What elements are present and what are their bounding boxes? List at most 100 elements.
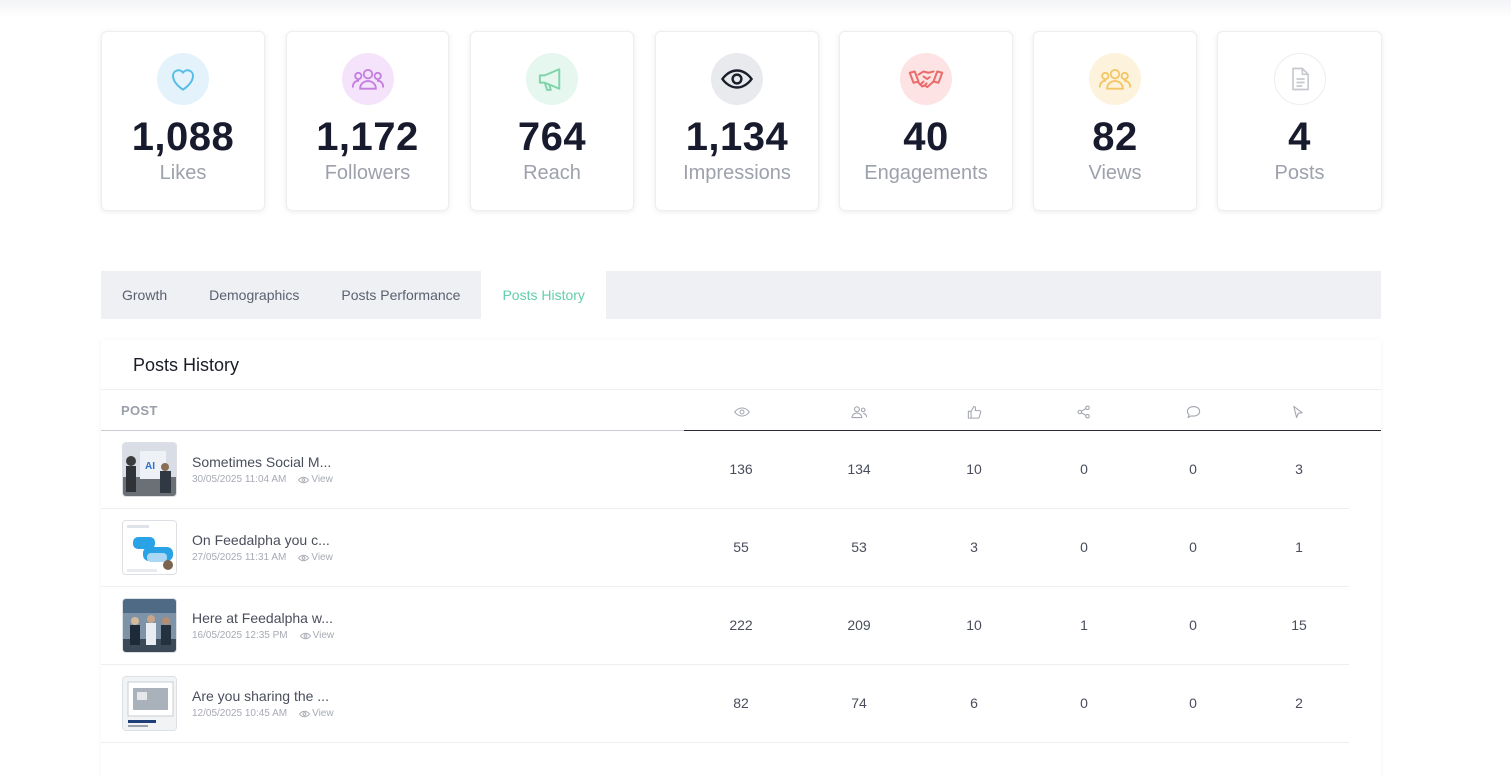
stat-value: 1,172 bbox=[316, 115, 419, 159]
tab-posts-performance[interactable]: Posts Performance bbox=[341, 287, 461, 303]
post-thumbnail[interactable]: AI bbox=[122, 442, 177, 497]
post-thumbnail[interactable] bbox=[122, 598, 177, 653]
stat-card-followers: 1,172 Followers bbox=[286, 31, 449, 211]
stat-card-engagements: 40 Engagements bbox=[839, 31, 1013, 211]
stat-card-impressions: 1,134 Impressions bbox=[655, 31, 819, 211]
svg-text:AI: AI bbox=[145, 461, 155, 472]
stat-value: 764 bbox=[517, 115, 587, 159]
post-title[interactable]: Here at Feedalpha w... bbox=[192, 610, 333, 626]
reach-cell: 209 bbox=[847, 617, 871, 633]
stat-card-reach: 764 Reach bbox=[470, 31, 634, 211]
shares-cell: 0 bbox=[1080, 461, 1088, 477]
cursor-icon[interactable] bbox=[1289, 404, 1307, 420]
thumbs-up-icon[interactable] bbox=[965, 404, 983, 420]
post-meta: 27/05/2025 11:31 AM View bbox=[192, 552, 333, 563]
tab-posts-history[interactable]: Posts History bbox=[481, 271, 606, 319]
shares-cell: 0 bbox=[1080, 695, 1088, 711]
stat-card-views: 82 Views bbox=[1033, 31, 1197, 211]
eye-icon bbox=[711, 53, 763, 105]
post-title[interactable]: Sometimes Social M... bbox=[192, 454, 332, 470]
header-divider bbox=[684, 430, 1381, 431]
stat-value: 1,088 bbox=[131, 115, 235, 159]
likes-cell: 6 bbox=[970, 695, 978, 711]
stat-label: Impressions bbox=[683, 162, 791, 184]
stat-label: Views bbox=[1088, 162, 1142, 184]
stat-value: 82 bbox=[1092, 115, 1138, 159]
post-date: 30/05/2025 11:04 AM bbox=[192, 474, 287, 485]
handshake-icon bbox=[900, 53, 952, 105]
post-meta: 30/05/2025 11:04 AM View bbox=[192, 474, 333, 485]
tab-bar: Growth Demographics Posts Performance Po… bbox=[101, 271, 1381, 319]
comments-cell: 0 bbox=[1189, 539, 1197, 555]
header-divider bbox=[101, 430, 684, 431]
followers-icon bbox=[341, 53, 394, 105]
clicks-cell: 2 bbox=[1295, 695, 1303, 711]
view-label: View bbox=[311, 552, 333, 563]
viewers-icon bbox=[1089, 53, 1141, 105]
share-icon[interactable] bbox=[1075, 404, 1093, 420]
impressions-cell: 55 bbox=[733, 539, 749, 555]
stat-label: Reach bbox=[523, 162, 581, 184]
impressions-cell: 82 bbox=[733, 695, 749, 711]
likes-cell: 10 bbox=[966, 617, 982, 633]
comments-cell: 0 bbox=[1189, 461, 1197, 477]
view-label: View bbox=[312, 708, 334, 719]
view-link[interactable]: View bbox=[298, 552, 333, 563]
heart-icon bbox=[157, 53, 209, 105]
post-date: 27/05/2025 11:31 AM bbox=[192, 552, 287, 563]
impressions-cell: 136 bbox=[729, 461, 753, 477]
eye-icon bbox=[298, 476, 310, 483]
top-fade bbox=[0, 0, 1511, 18]
stat-value: 4 bbox=[1288, 115, 1311, 159]
stat-value: 40 bbox=[903, 115, 949, 159]
view-link[interactable]: View bbox=[299, 708, 334, 719]
users-icon[interactable] bbox=[850, 404, 868, 420]
view-label: View bbox=[312, 630, 335, 641]
view-label: View bbox=[311, 474, 333, 485]
shares-cell: 1 bbox=[1080, 617, 1088, 633]
megaphone-icon bbox=[526, 53, 578, 105]
table-row[interactable]: Here at Feedalpha w... 16/05/2025 12:35 … bbox=[101, 587, 1349, 665]
post-meta: 16/05/2025 12:35 PM View bbox=[192, 630, 334, 641]
comments-cell: 0 bbox=[1189, 695, 1197, 711]
eye-icon[interactable] bbox=[733, 404, 751, 420]
likes-cell: 10 bbox=[966, 461, 982, 477]
likes-cell: 3 bbox=[970, 539, 978, 555]
table-row[interactable]: Are you sharing the ... 12/05/2025 10:45… bbox=[101, 665, 1349, 743]
post-thumbnail[interactable] bbox=[122, 676, 177, 731]
shares-cell: 0 bbox=[1080, 539, 1088, 555]
table-row[interactable]: AI Sometimes Social M... 30/05/2025 11:0… bbox=[101, 431, 1349, 509]
posts-history-panel: Posts History POST A bbox=[101, 340, 1381, 777]
panel-title: Posts History bbox=[133, 355, 240, 375]
post-thumbnail[interactable] bbox=[122, 520, 177, 575]
post-meta: 12/05/2025 10:45 AM View bbox=[192, 708, 334, 719]
view-link[interactable]: View bbox=[299, 630, 335, 641]
eye-icon bbox=[299, 632, 311, 639]
view-link[interactable]: View bbox=[298, 474, 333, 485]
tab-demographics[interactable]: Demographics bbox=[209, 287, 300, 303]
reach-cell: 134 bbox=[847, 461, 871, 477]
stat-label: Followers bbox=[324, 162, 411, 184]
clicks-cell: 15 bbox=[1291, 617, 1307, 633]
post-title[interactable]: On Feedalpha you c... bbox=[192, 532, 330, 548]
table-row[interactable]: On Feedalpha you c... 27/05/2025 11:31 A… bbox=[101, 509, 1349, 587]
clicks-cell: 3 bbox=[1295, 461, 1303, 477]
divider bbox=[101, 389, 1381, 390]
stat-value: 1,134 bbox=[685, 115, 789, 159]
post-date: 16/05/2025 12:35 PM bbox=[192, 630, 288, 641]
reach-cell: 53 bbox=[851, 539, 867, 555]
comments-cell: 0 bbox=[1189, 617, 1197, 633]
post-title[interactable]: Are you sharing the ... bbox=[192, 688, 329, 704]
stat-card-likes: 1,088 Likes bbox=[101, 31, 265, 211]
comment-icon[interactable] bbox=[1184, 404, 1202, 420]
stat-label: Posts bbox=[1274, 162, 1325, 184]
tab-growth[interactable]: Growth bbox=[122, 287, 168, 303]
reach-cell: 74 bbox=[851, 695, 867, 711]
post-column-header: POST bbox=[121, 403, 158, 418]
document-icon bbox=[1273, 53, 1326, 105]
stat-label: Engagements bbox=[864, 162, 988, 184]
impressions-cell: 222 bbox=[729, 617, 753, 633]
stat-card-posts: 4 Posts bbox=[1217, 31, 1382, 211]
eye-icon bbox=[299, 710, 311, 717]
clicks-cell: 1 bbox=[1295, 539, 1303, 555]
